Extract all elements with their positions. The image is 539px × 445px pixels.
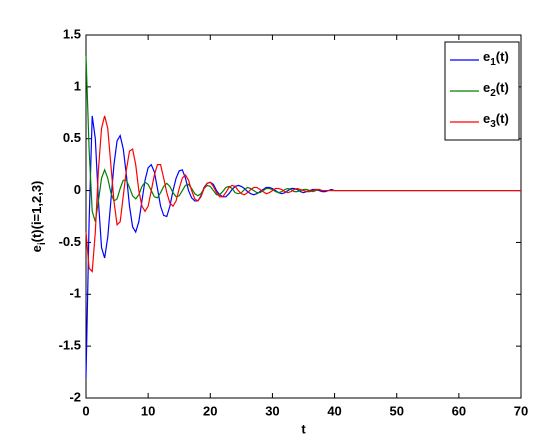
x-tick-label: 0	[82, 403, 89, 418]
y-tick-label: 1.5	[63, 26, 81, 41]
x-tick-label: 10	[141, 403, 155, 418]
x-tick-label: 40	[327, 403, 341, 418]
y-tick-label: 1	[74, 78, 81, 93]
legend-label: e3(t)	[483, 111, 509, 129]
data-line	[85, 115, 521, 273]
y-tick-label: -1.5	[59, 338, 81, 353]
x-axis-label: t	[301, 421, 306, 436]
x-tick-label: 30	[265, 403, 279, 418]
x-tick-label: 70	[514, 403, 528, 418]
x-tick-label: 20	[203, 403, 217, 418]
data-line	[85, 55, 521, 222]
legend-label: e1(t)	[483, 49, 509, 67]
legend-label: e2(t)	[483, 80, 509, 98]
y-tick-label: 0	[74, 182, 81, 197]
y-tick-label: 0.5	[63, 130, 81, 145]
x-tick-label: 60	[452, 403, 466, 418]
y-tick-label: -2	[69, 389, 81, 404]
y-tick-label: -0.5	[59, 234, 81, 249]
x-tick-label: 50	[389, 403, 403, 418]
y-tick-label: -1	[69, 286, 81, 301]
y-axis-label: ei(t)(i=1,2,3)	[29, 181, 47, 253]
